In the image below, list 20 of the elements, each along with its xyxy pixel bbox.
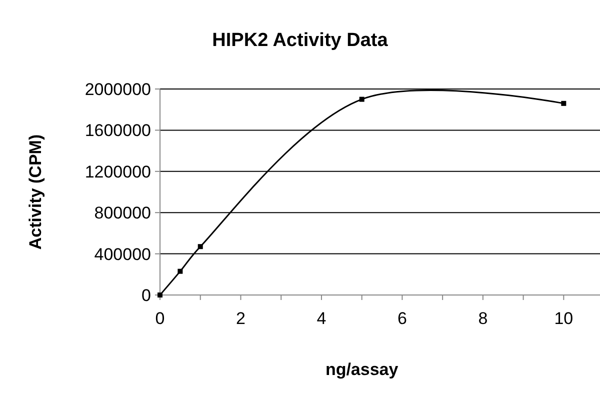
point (198, 244, 203, 250)
y-tick-label: 0 (142, 286, 151, 305)
y-tick-label: 800000 (94, 204, 151, 223)
x-axis-title: ng/assay (325, 360, 399, 379)
y-tick-label: 400000 (94, 244, 151, 264)
point (359, 96, 364, 102)
chart-title: HIPK2 Activity Data (212, 30, 388, 51)
y-tick-label: 1200000 (84, 162, 151, 182)
point (178, 268, 183, 274)
x-tick-label: 8 (478, 309, 488, 328)
y-tick-label: 1600000 (84, 121, 151, 140)
x-tick-label: 10 (554, 309, 574, 328)
x-tick-label: 2 (236, 309, 246, 328)
y-axis-title: Activity (CPM) (26, 134, 45, 250)
x-tick-label: 0 (155, 309, 165, 328)
x-tick-label: 6 (397, 309, 407, 328)
point (158, 292, 162, 298)
x-tick-label: 4 (316, 309, 326, 328)
y-tick-label: 2000000 (84, 80, 151, 99)
point (561, 100, 566, 106)
